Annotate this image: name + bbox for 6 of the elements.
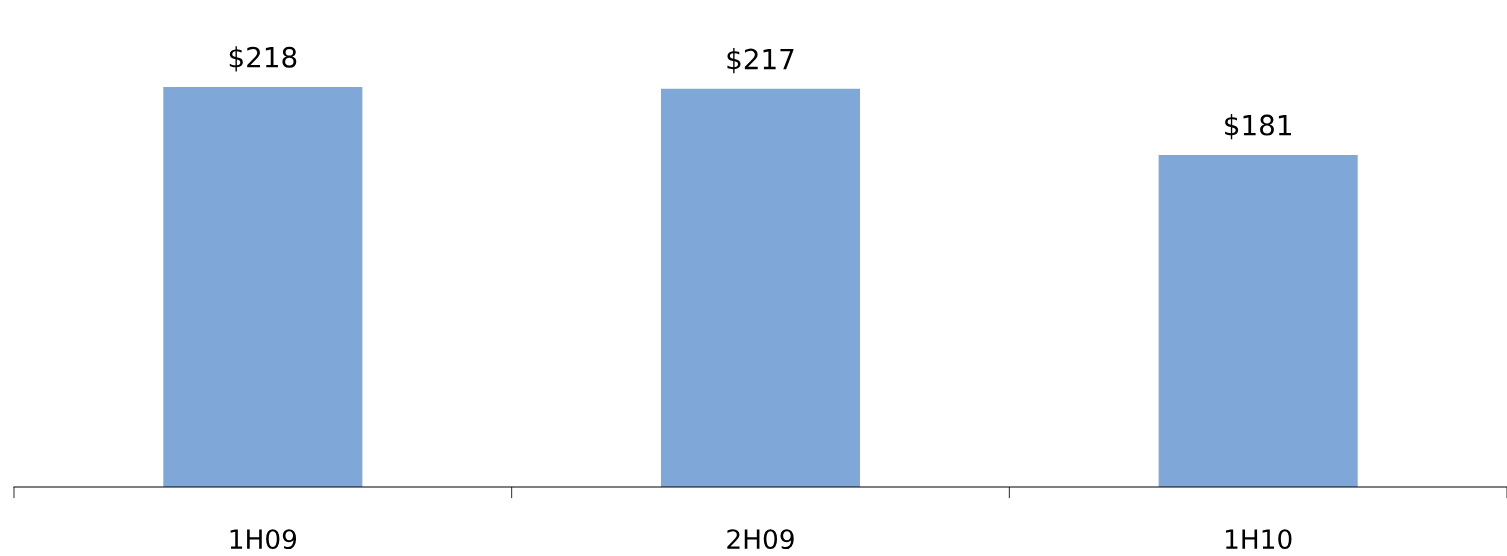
data-label: $181 [1225, 114, 1291, 140]
data-label: $217 [727, 48, 794, 74]
x-tick-label: 1H09 [230, 529, 297, 550]
x-tick-label: 2H09 [727, 529, 794, 550]
data-label: $218 [229, 46, 297, 72]
x-tick-label: 1H10 [1225, 529, 1292, 550]
